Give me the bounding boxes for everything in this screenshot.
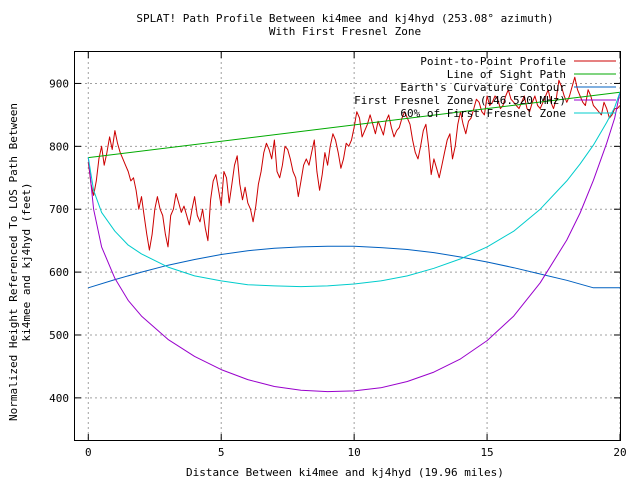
chart-subtitle: With First Fresnel Zone bbox=[269, 25, 421, 38]
series-line-line-of-sight-path bbox=[88, 91, 621, 159]
y-tick-label: 600 bbox=[49, 266, 69, 279]
series-line-point-to-point-profile bbox=[87, 76, 621, 251]
series-line-60-of-first-fresnel-zone bbox=[87, 92, 621, 288]
y-tick-label: 500 bbox=[49, 329, 69, 342]
y-axis-label-line2: ki4mee and kj4hyd (feet) bbox=[20, 183, 33, 342]
legend-label: First Fresnel Zone (146.520 MHz) bbox=[354, 94, 566, 107]
legend-label: 60% of First Fresnel Zone bbox=[400, 107, 566, 120]
y-tick-label: 400 bbox=[49, 392, 69, 405]
series-line-first-fresnel-zone-146-520-mhz bbox=[87, 92, 621, 393]
y-tick-label: 700 bbox=[49, 203, 69, 216]
x-axis-ticks: 0 5 10 15 20 bbox=[85, 52, 627, 459]
chart-title: SPLAT! Path Profile Between ki4mee and k… bbox=[136, 12, 553, 25]
x-tick-label: 10 bbox=[348, 446, 361, 459]
series-line-earth-s-curvature-contour bbox=[88, 245, 620, 289]
x-axis-label: Distance Between ki4mee and kj4hyd (19.9… bbox=[186, 466, 504, 479]
x-tick-label: 0 bbox=[85, 446, 92, 459]
y-axis-label-line1: Normalized Height Referenced To LOS Path… bbox=[7, 103, 20, 421]
y-axis-ticks: 400 500 600 700 800 900 bbox=[49, 77, 620, 405]
x-tick-label: 20 bbox=[613, 446, 626, 459]
y-tick-label: 900 bbox=[49, 77, 69, 90]
x-tick-label: 5 bbox=[218, 446, 225, 459]
plot-frame bbox=[74, 51, 621, 441]
legend-label: Earth's Curvature Contour bbox=[400, 81, 566, 94]
series-group bbox=[87, 76, 621, 393]
grid-lines bbox=[75, 52, 621, 440]
x-tick-label: 15 bbox=[480, 446, 493, 459]
y-tick-label: 800 bbox=[49, 140, 69, 153]
legend-label: Point-to-Point Profile bbox=[420, 55, 566, 68]
legend-label: Line of Sight Path bbox=[447, 68, 566, 81]
